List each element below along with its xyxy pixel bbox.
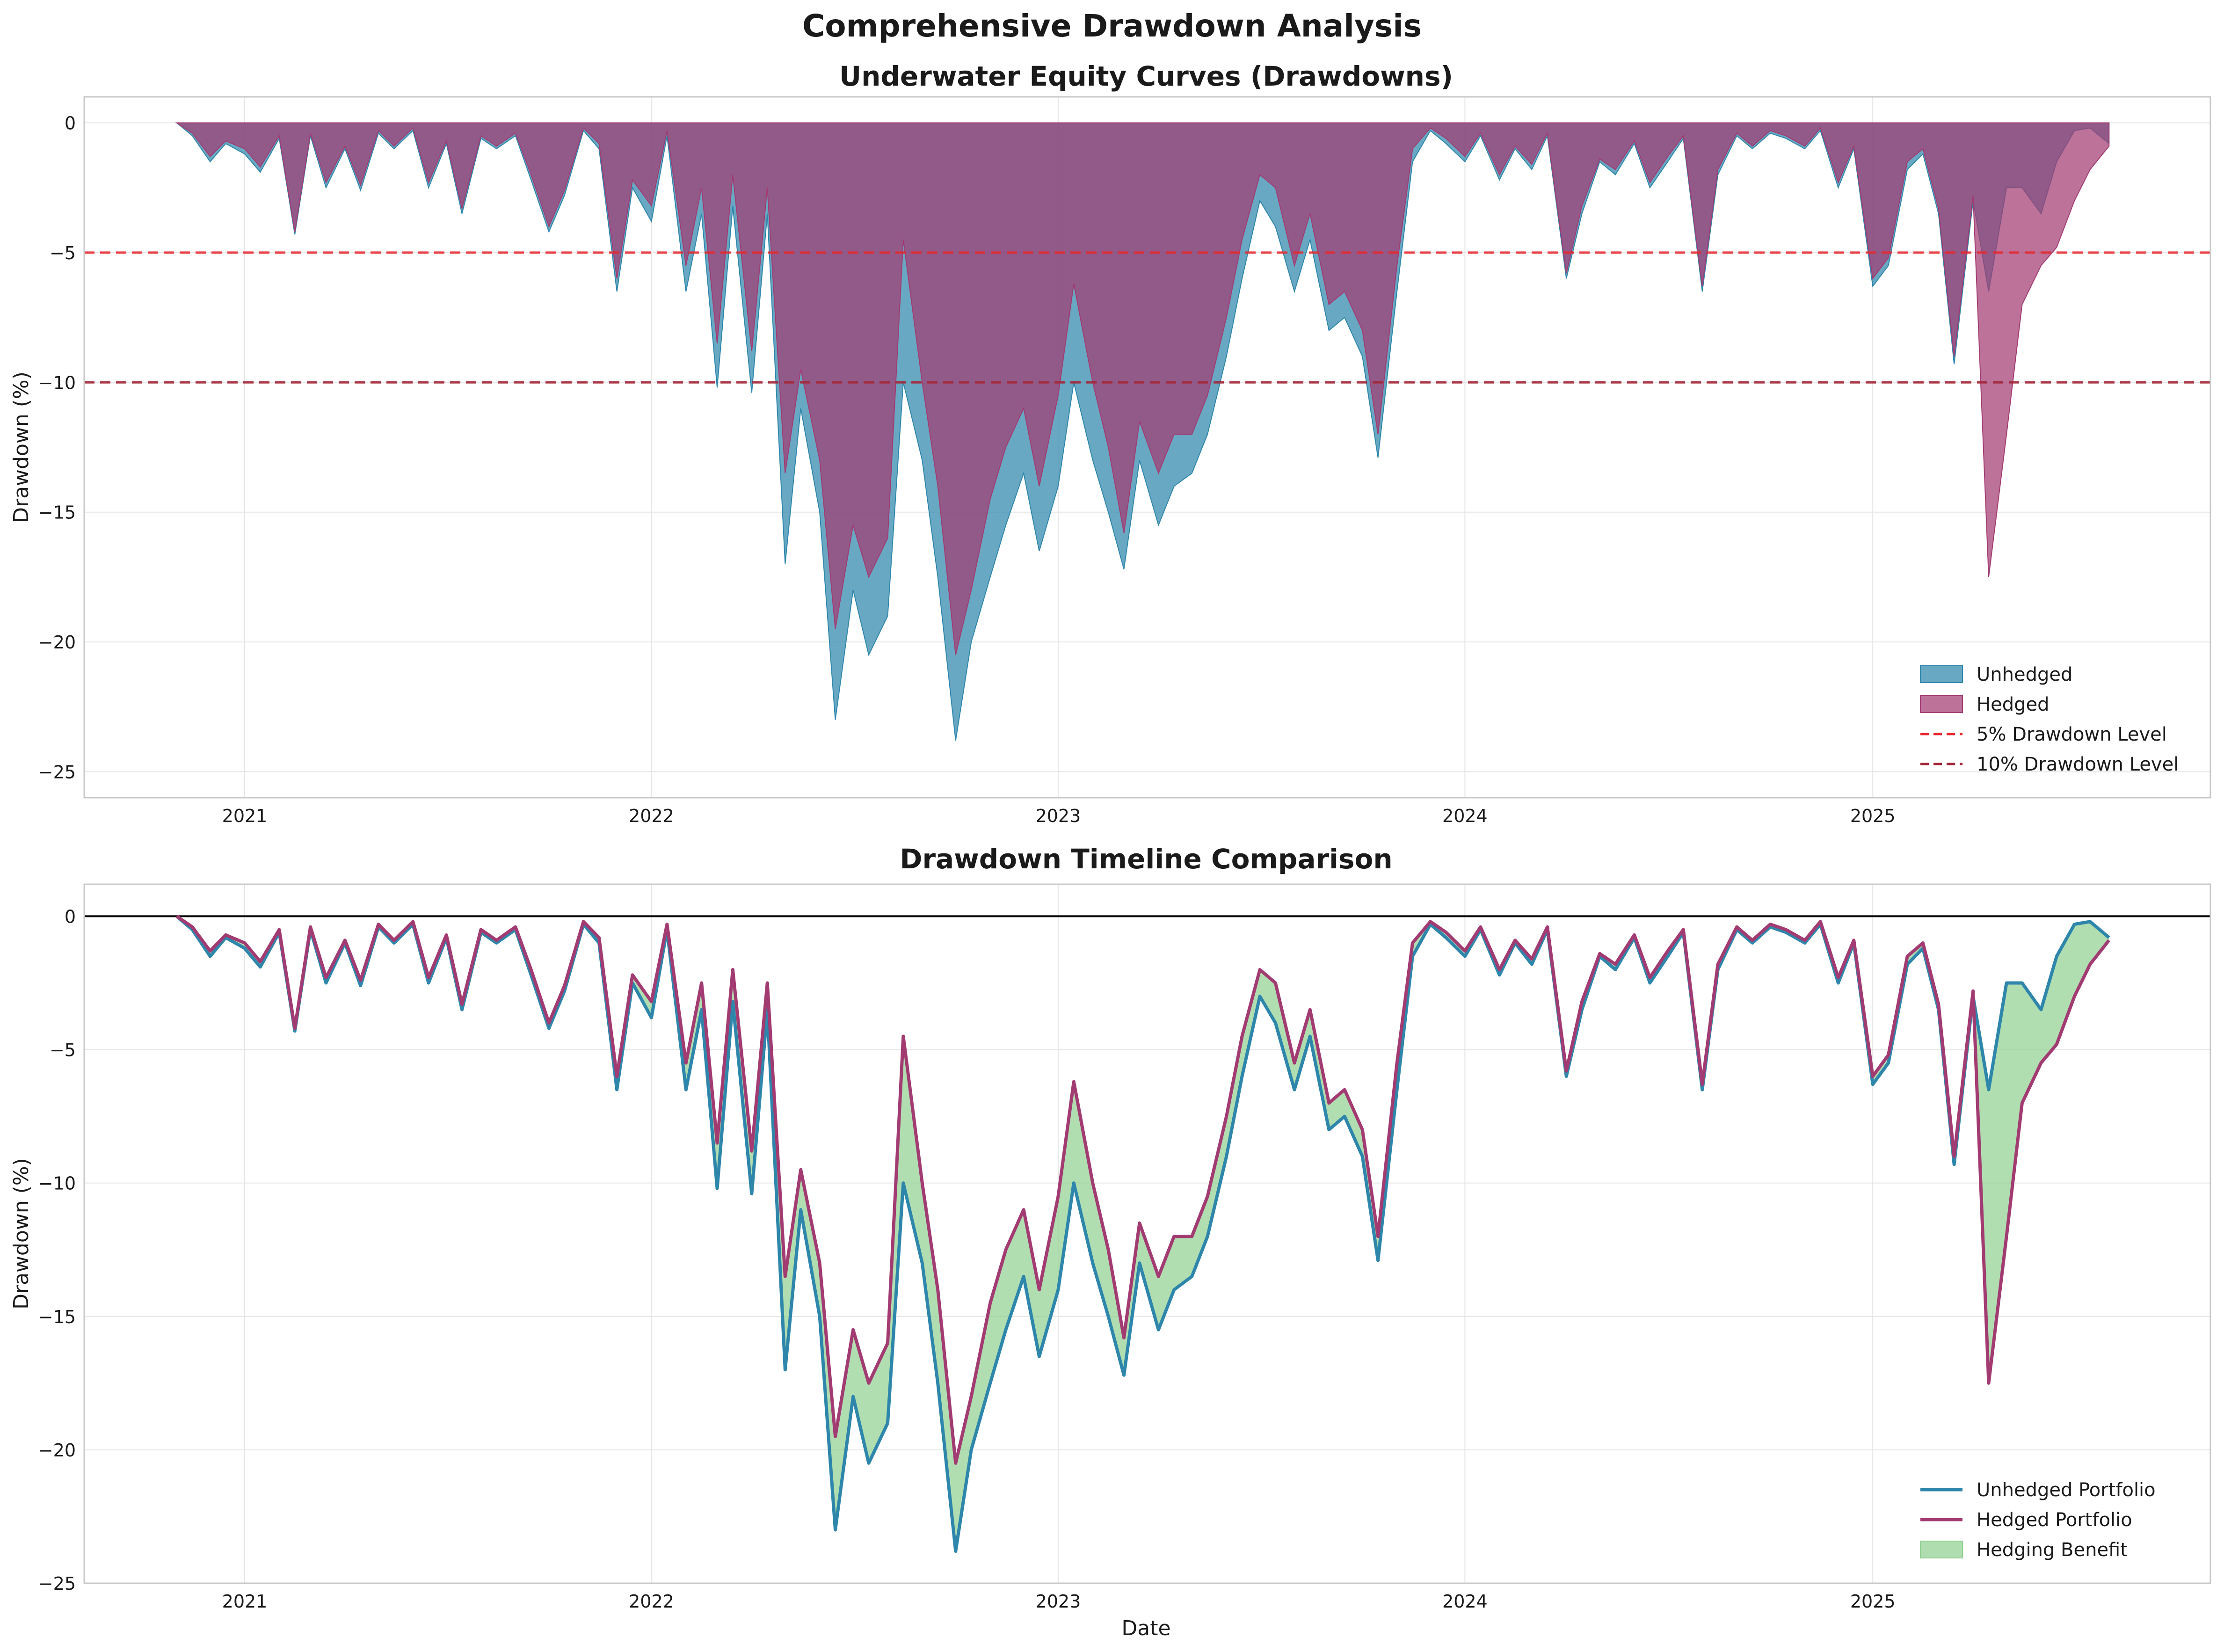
timeline-chart-legend: Unhedged Portfolio Hedged Portfolio Hedgin… bbox=[1920, 1479, 2156, 1561]
y-tick-label: −10 bbox=[38, 372, 76, 393]
y-tick-label: −5 bbox=[50, 243, 76, 263]
legend-label: Hedged bbox=[1977, 694, 2049, 715]
legend-label: Hedged Portfolio bbox=[1977, 1509, 2132, 1531]
x-tick-label: 2023 bbox=[1036, 1591, 1081, 1612]
legend-label: 10% Drawdown Level bbox=[1977, 754, 2179, 775]
legend-label: Unhedged Portfolio bbox=[1977, 1479, 2156, 1501]
underwater-chart-areas bbox=[175, 122, 2110, 741]
underwater-chart-panel: Underwater Equity Curves (Drawdowns) Dra… bbox=[9, 60, 2211, 826]
underwater-chart-title: Underwater Equity Curves (Drawdowns) bbox=[839, 60, 1453, 92]
figure-title: Comprehensive Drawdown Analysis bbox=[802, 8, 1422, 44]
x-tick-label: 2021 bbox=[222, 1591, 268, 1612]
underwater-chart-legend: Unhedged Hedged 5% Drawdown Level 10% Drawd… bbox=[1920, 664, 2179, 775]
y-tick-label: 0 bbox=[65, 113, 76, 133]
y-tick-label: −10 bbox=[38, 1173, 76, 1194]
x-tick-label: 2025 bbox=[1850, 806, 1896, 826]
y-tick-label: −15 bbox=[38, 1307, 76, 1327]
underwater-chart-axes bbox=[83, 96, 2211, 799]
x-tick-label: 2022 bbox=[629, 1591, 674, 1612]
unhedged-line bbox=[175, 915, 2110, 1553]
y-tick-label: −20 bbox=[38, 632, 76, 653]
legend-label: Unhedged bbox=[1977, 664, 2072, 685]
timeline-chart-axes bbox=[83, 883, 2211, 1584]
underwater-chart-tick-labels: 0 −5 −10 −15 −20 −25 2021 2022 2023 2024 2025 bbox=[38, 113, 1896, 826]
underwater-chart-y-axis-label: Drawdown (%) bbox=[9, 371, 33, 523]
x-tick-label: 2024 bbox=[1442, 806, 1488, 826]
hedged-area bbox=[175, 122, 2110, 655]
timeline-chart-title: Drawdown Timeline Comparison bbox=[900, 843, 1392, 875]
legend-swatch bbox=[1920, 695, 1963, 713]
legend-label: Hedging Benefit bbox=[1977, 1539, 2128, 1561]
underwater-chart-reference-lines bbox=[84, 251, 2210, 384]
timeline-chart-x-axis-label: Date bbox=[1121, 1616, 1170, 1640]
x-tick-label: 2022 bbox=[629, 806, 674, 826]
y-tick-label: −5 bbox=[50, 1040, 76, 1061]
y-tick-label: 0 bbox=[65, 906, 76, 927]
x-tick-label: 2025 bbox=[1850, 1591, 1896, 1612]
legend-swatch bbox=[1920, 1541, 1963, 1558]
timeline-chart-lines bbox=[84, 915, 2210, 1553]
legend-label: 5% Drawdown Level bbox=[1977, 724, 2167, 745]
timeline-chart-y-axis-label: Drawdown (%) bbox=[9, 1158, 33, 1310]
x-tick-label: 2021 bbox=[222, 806, 268, 826]
axes-frame bbox=[83, 96, 2211, 799]
y-tick-label: −25 bbox=[38, 762, 76, 783]
timeline-chart-panel: Drawdown Timeline Comparison Drawdown (%… bbox=[9, 843, 2211, 1640]
hedged-line bbox=[175, 915, 2110, 1465]
legend-swatch bbox=[1920, 665, 1963, 683]
y-tick-label: −25 bbox=[38, 1573, 76, 1594]
axes-frame bbox=[83, 883, 2211, 1584]
timeline-chart-tick-labels: 0 −5 −10 −15 −20 −25 2021 2022 2023 2024 2025 bbox=[38, 906, 1896, 1612]
x-tick-label: 2024 bbox=[1442, 1591, 1488, 1612]
x-tick-label: 2023 bbox=[1036, 806, 1081, 826]
y-tick-label: −15 bbox=[38, 502, 76, 523]
y-tick-label: −20 bbox=[38, 1440, 76, 1461]
